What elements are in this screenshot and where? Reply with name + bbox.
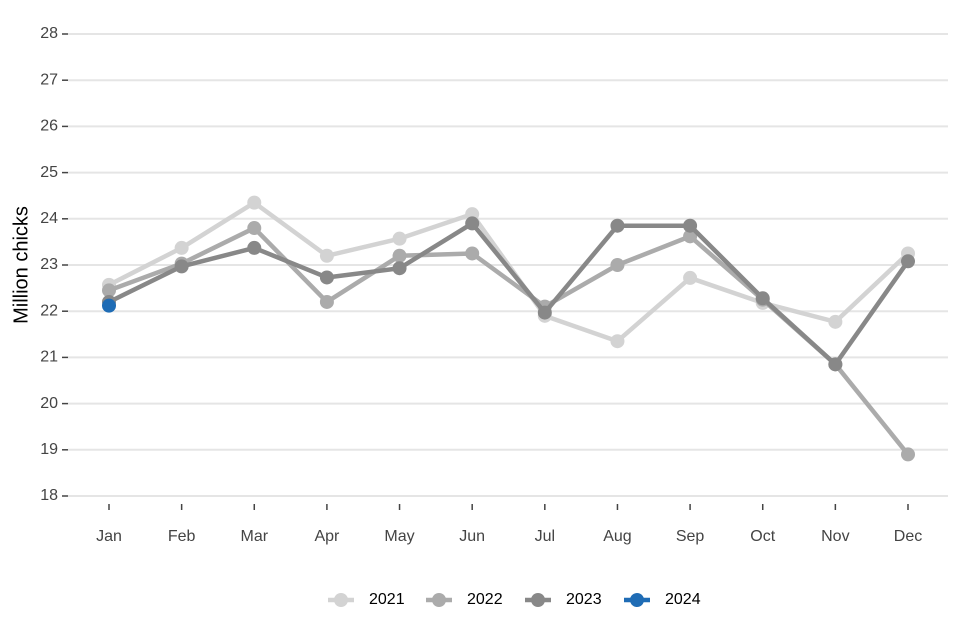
legend-label: 2024 xyxy=(665,591,701,608)
data-point xyxy=(683,229,698,244)
y-tick-label: 28 xyxy=(40,25,58,42)
data-point xyxy=(465,216,480,231)
data-point xyxy=(392,261,407,276)
data-point xyxy=(683,270,698,285)
x-tick-label: Dec xyxy=(894,528,922,545)
legend-label: 2022 xyxy=(467,591,503,608)
x-tick-label: Feb xyxy=(168,528,196,545)
legend-swatch-point xyxy=(531,593,545,607)
data-point xyxy=(828,357,843,372)
data-point xyxy=(610,334,625,349)
x-tick-label: Jan xyxy=(96,528,122,545)
data-point xyxy=(319,248,334,263)
data-point xyxy=(102,283,116,298)
x-tick-label: Aug xyxy=(603,528,631,545)
legend-swatch-point xyxy=(630,593,644,607)
data-point xyxy=(102,298,116,313)
data-point xyxy=(465,246,480,261)
y-tick-label: 18 xyxy=(40,487,58,504)
x-tick-label: Oct xyxy=(750,528,775,545)
data-point xyxy=(901,254,915,269)
data-point xyxy=(755,291,770,306)
y-tick-label: 26 xyxy=(40,118,58,135)
y-tick-label: 27 xyxy=(40,71,58,88)
legend-label: 2021 xyxy=(369,591,405,608)
data-point xyxy=(247,195,262,210)
y-axis-title: Million chicks xyxy=(10,206,32,324)
legend-label: 2023 xyxy=(566,591,602,608)
legend-swatch-point xyxy=(334,593,348,607)
y-tick-label: 19 xyxy=(40,441,58,458)
data-point xyxy=(247,240,262,255)
y-tick-label: 23 xyxy=(40,256,58,273)
data-point xyxy=(174,240,189,255)
x-tick-label: Mar xyxy=(240,528,268,545)
data-point xyxy=(683,218,698,233)
data-point xyxy=(392,248,407,263)
legend-swatch-point xyxy=(432,593,446,607)
data-point xyxy=(319,270,334,285)
y-tick-label: 21 xyxy=(40,349,58,366)
data-point xyxy=(828,314,843,329)
series-line xyxy=(108,221,910,367)
y-tick-label: 22 xyxy=(40,302,58,319)
x-tick-label: Nov xyxy=(821,528,849,545)
data-point xyxy=(174,259,189,274)
x-tick-label: Jul xyxy=(535,528,555,545)
y-tick-label: 20 xyxy=(40,395,58,412)
data-point xyxy=(610,218,625,233)
data-point xyxy=(392,231,407,246)
data-point xyxy=(901,447,915,462)
y-tick-label: 24 xyxy=(40,210,58,227)
x-tick-label: Apr xyxy=(314,528,340,545)
x-tick-label: May xyxy=(384,528,414,545)
data-point xyxy=(610,258,625,272)
x-tick-label: Sep xyxy=(676,528,705,545)
data-point xyxy=(537,305,552,320)
y-tick-label: 25 xyxy=(40,164,58,181)
x-tick-label: Jun xyxy=(459,528,485,545)
data-point xyxy=(247,221,262,236)
data-point xyxy=(319,294,334,309)
